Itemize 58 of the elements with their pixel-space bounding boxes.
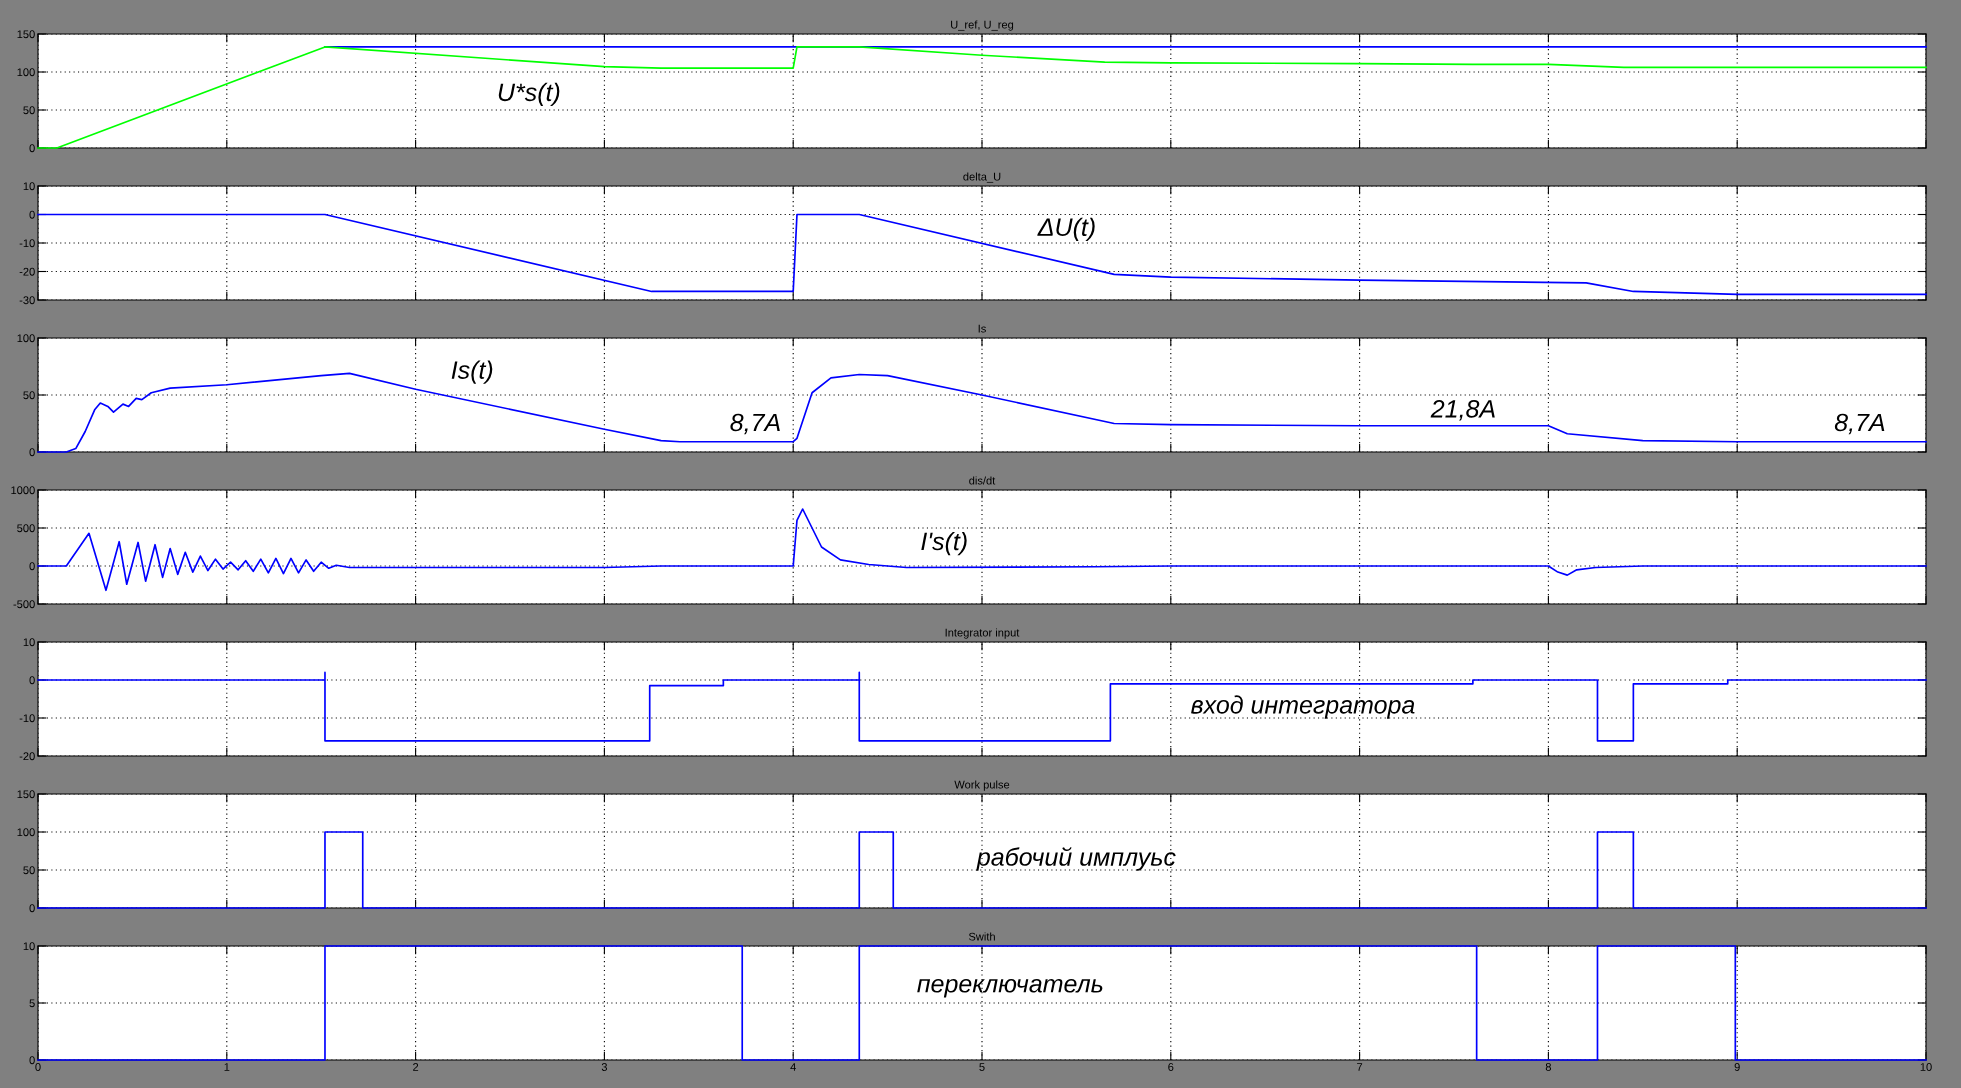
chart-title: U_ref, U_reg — [951, 20, 1014, 31]
y-tick-label: 50 — [23, 391, 35, 400]
annotation: U*s(t) — [498, 82, 560, 107]
y-tick-label: 50 — [23, 866, 35, 875]
y-tick-label: 100 — [17, 828, 35, 837]
y-tick-label: 50 — [23, 106, 35, 115]
y-tick-label: 0 — [29, 448, 35, 457]
chart-title: dis/dt — [969, 476, 996, 485]
annotation: вход интегратора — [1191, 695, 1415, 719]
y-tick-label: -20 — [19, 267, 35, 276]
y-tick-label: 0 — [29, 676, 35, 685]
x-tick-label: 8 — [1545, 1063, 1552, 1071]
annotation: Is(t) — [451, 360, 493, 384]
annotation: I's(t) — [921, 531, 967, 556]
x-tick-label: 10 — [1920, 1063, 1932, 1071]
x-tick-label: 9 — [1734, 1063, 1740, 1071]
chart-title: Integrator input — [945, 628, 1020, 639]
x-tick-label: 7 — [1357, 1063, 1363, 1071]
chart-title: delta_U — [963, 172, 1001, 183]
line-series — [37, 213, 1927, 296]
x-tick-label: 6 — [1168, 1063, 1174, 1071]
y-tick-label: 0 — [29, 1056, 35, 1065]
x-tick-label: 1 — [224, 1063, 230, 1071]
line-series — [37, 508, 1927, 592]
chart-title: Work pulse — [954, 780, 1010, 791]
y-tick-label: -500 — [13, 600, 35, 609]
line-series — [37, 671, 1927, 742]
y-tick-label: 10 — [23, 182, 35, 191]
x-tick-label: 5 — [979, 1063, 985, 1071]
y-tick-label: 10 — [23, 638, 35, 647]
annotation: рабочий имплуьс — [976, 847, 1176, 871]
annotation: 8,7A — [1834, 413, 1885, 435]
y-tick-label: -30 — [19, 296, 35, 305]
annotation: переключатель — [917, 978, 1103, 998]
chart-title: Is — [978, 324, 986, 333]
y-tick-label: 150 — [17, 790, 35, 799]
annotation: ΔU(t) — [1037, 217, 1095, 241]
y-tick-label: -10 — [19, 714, 35, 723]
x-tick-label: 3 — [601, 1063, 607, 1071]
x-tick-label: 4 — [790, 1063, 796, 1071]
y-tick-label: 0 — [29, 144, 35, 153]
chart-title: Swith — [968, 932, 995, 941]
y-tick-label: 100 — [17, 334, 35, 343]
y-tick-label: 150 — [17, 30, 35, 39]
y-tick-label: 5 — [29, 999, 35, 1008]
y-tick-label: 0 — [29, 904, 35, 913]
y-tick-label: 0 — [29, 210, 35, 219]
y-tick-label: 1000 — [11, 486, 35, 495]
annotation: 8,7A — [730, 413, 780, 435]
y-tick-label: -10 — [19, 239, 35, 248]
y-tick-label: 0 — [29, 562, 35, 571]
y-tick-label: -20 — [19, 752, 35, 761]
y-tick-label: 100 — [17, 68, 35, 77]
y-tick-label: 10 — [23, 942, 35, 951]
annotation: 21,8A — [1430, 399, 1495, 421]
y-tick-label: 500 — [17, 524, 35, 533]
x-tick-label: 0 — [35, 1063, 41, 1071]
x-tick-label: 2 — [413, 1063, 419, 1071]
